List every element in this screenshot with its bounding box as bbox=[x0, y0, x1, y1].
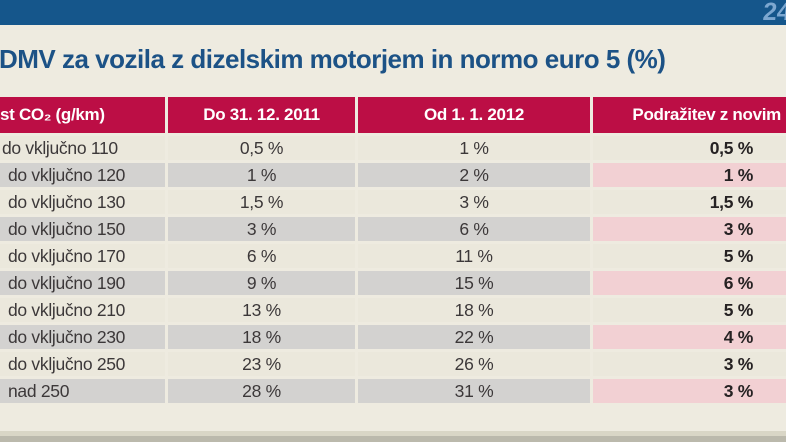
table-row: do vključno 130 1,5 % 3 % 1,5 % bbox=[0, 189, 786, 215]
header-co2: st CO₂ (g/km) bbox=[0, 97, 165, 133]
increase-cell: 0,5 % bbox=[593, 136, 786, 161]
rate-from-2012-cell: 1 % bbox=[358, 136, 590, 161]
rate-from-2012-cell: 31 % bbox=[358, 378, 590, 404]
table-row: do vključno 230 18 % 22 % 4 % bbox=[0, 324, 786, 350]
table-row: nad 250 28 % 31 % 3 % bbox=[0, 378, 786, 404]
rate-until-2011-cell: 1 % bbox=[168, 162, 355, 188]
co2-range-cell: do vključno 210 bbox=[0, 297, 165, 323]
header-from-2012: Od 1. 1. 2012 bbox=[358, 97, 590, 133]
table-row: do vključno 190 9 % 15 % 6 % bbox=[0, 270, 786, 296]
rate-from-2012-cell: 15 % bbox=[358, 270, 590, 296]
co2-range-cell: do vključno 230 bbox=[0, 324, 165, 350]
header-until-2011: Do 31. 12. 2011 bbox=[168, 97, 355, 133]
table-row: do vključno 210 13 % 18 % 5 % bbox=[0, 297, 786, 323]
bottom-strip-dark bbox=[0, 436, 786, 442]
page-number-logo: 24 bbox=[761, 0, 786, 26]
rate-until-2011-cell: 6 % bbox=[168, 243, 355, 269]
increase-cell: 5 % bbox=[593, 243, 786, 269]
increase-cell: 3 % bbox=[593, 216, 786, 242]
rate-from-2012-cell: 3 % bbox=[358, 189, 590, 215]
rate-until-2011-cell: 1,5 % bbox=[168, 189, 355, 215]
co2-range-cell: nad 250 bbox=[0, 378, 165, 404]
increase-cell: 1,5 % bbox=[593, 189, 786, 215]
table-row: do vključno 150 3 % 6 % 3 % bbox=[0, 216, 786, 242]
increase-cell: 4 % bbox=[593, 324, 786, 350]
table-row: do vključno 120 1 % 2 % 1 % bbox=[0, 162, 786, 188]
increase-cell: 1 % bbox=[593, 162, 786, 188]
co2-range-cell: do vključno 130 bbox=[0, 189, 165, 215]
table-row: do vključno 170 6 % 11 % 5 % bbox=[0, 243, 786, 269]
rate-until-2011-cell: 28 % bbox=[168, 378, 355, 404]
rate-from-2012-cell: 11 % bbox=[358, 243, 590, 269]
increase-cell: 6 % bbox=[593, 270, 786, 296]
rate-from-2012-cell: 26 % bbox=[358, 351, 590, 377]
rate-from-2012-cell: 2 % bbox=[358, 162, 590, 188]
co2-range-cell: do vključno 150 bbox=[0, 216, 165, 242]
page-title: DMV za vozila z dizelskim motorjem in no… bbox=[0, 44, 666, 74]
increase-cell: 3 % bbox=[593, 351, 786, 377]
table-row: do vključno 110 0,5 % 1 % 0,5 % bbox=[0, 136, 786, 161]
header-increase: Podražitev z novim bbox=[593, 97, 786, 133]
increase-cell: 5 % bbox=[593, 297, 786, 323]
table-header-row: st CO₂ (g/km) Do 31. 12. 2011 Od 1. 1. 2… bbox=[0, 97, 786, 133]
increase-cell: 3 % bbox=[593, 378, 786, 404]
rate-until-2011-cell: 3 % bbox=[168, 216, 355, 242]
co2-range-cell: do vključno 170 bbox=[0, 243, 165, 269]
co2-range-cell: do vključno 250 bbox=[0, 351, 165, 377]
masthead-bar: 24 bbox=[0, 0, 786, 26]
rate-until-2011-cell: 23 % bbox=[168, 351, 355, 377]
co2-range-cell: do vključno 110 bbox=[0, 136, 165, 161]
co2-range-cell: do vključno 190 bbox=[0, 270, 165, 296]
co2-range-cell: do vključno 120 bbox=[0, 162, 165, 188]
dmv-tax-table: st CO₂ (g/km) Do 31. 12. 2011 Od 1. 1. 2… bbox=[0, 97, 786, 404]
rate-until-2011-cell: 18 % bbox=[168, 324, 355, 350]
rate-from-2012-cell: 22 % bbox=[358, 324, 590, 350]
rate-from-2012-cell: 6 % bbox=[358, 216, 590, 242]
table-body: do vključno 110 0,5 % 1 % 0,5 % do vključno … bbox=[0, 136, 786, 404]
table-row: do vključno 250 23 % 26 % 3 % bbox=[0, 351, 786, 377]
bottom-strip-light bbox=[0, 431, 786, 436]
rate-from-2012-cell: 18 % bbox=[358, 297, 590, 323]
rate-until-2011-cell: 13 % bbox=[168, 297, 355, 323]
rate-until-2011-cell: 0,5 % bbox=[168, 136, 355, 161]
rate-until-2011-cell: 9 % bbox=[168, 270, 355, 296]
